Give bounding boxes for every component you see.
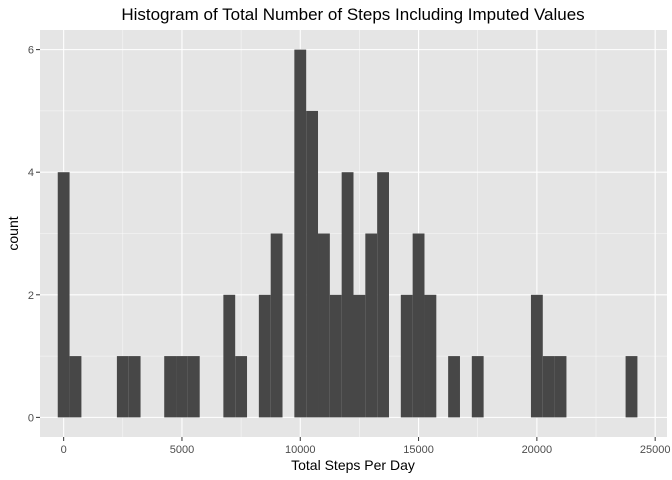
histogram-bar <box>448 356 460 418</box>
y-tick-label: 2 <box>28 290 34 302</box>
histogram-bar <box>116 356 129 418</box>
histogram-bar <box>625 356 638 418</box>
y-axis-title: count <box>5 216 21 250</box>
histogram-bar <box>530 294 543 418</box>
histogram-bar <box>176 356 188 418</box>
histogram-bar <box>57 172 70 418</box>
histogram-bar <box>128 356 141 418</box>
histogram-bar <box>258 294 271 418</box>
histogram-bar <box>554 356 567 418</box>
histogram-bar <box>353 294 366 418</box>
x-axis-ticks: 0 5000 10000 15000 20000 25000 <box>61 437 671 456</box>
histogram-bar <box>69 356 82 418</box>
chart-title: Histogram of Total Number of Steps Inclu… <box>121 5 584 24</box>
histogram-bar <box>341 172 354 418</box>
y-tick-label: 0 <box>28 412 34 424</box>
histogram-bar <box>542 356 555 418</box>
histogram-bar <box>471 356 484 418</box>
x-tick-label: 20000 <box>522 444 553 456</box>
histogram-bar <box>329 294 342 418</box>
x-tick-label: 25000 <box>640 444 671 456</box>
histogram-bar <box>377 172 389 418</box>
histogram-bar <box>365 233 378 418</box>
x-tick-label: 15000 <box>403 444 434 456</box>
histogram-bar <box>424 294 437 418</box>
histogram-bar <box>223 294 236 418</box>
histogram-bar <box>235 356 248 418</box>
y-tick-label: 6 <box>28 45 34 57</box>
y-tick-label: 4 <box>28 167 34 179</box>
histogram-bars <box>57 49 638 418</box>
x-tick-label: 5000 <box>170 444 194 456</box>
x-axis-title: Total Steps Per Day <box>291 457 415 473</box>
histogram-bar <box>400 294 413 418</box>
histogram-bar <box>294 49 307 418</box>
histogram-bar <box>187 356 200 418</box>
x-tick-label: 10000 <box>285 444 316 456</box>
x-tick-label: 0 <box>61 444 67 456</box>
histogram-bar <box>270 233 283 418</box>
y-axis-ticks: 0 2 4 6 <box>28 45 40 424</box>
histogram-bar <box>318 233 330 418</box>
histogram-bar <box>306 110 319 418</box>
histogram-bar <box>164 356 177 418</box>
histogram-bar <box>412 233 425 418</box>
